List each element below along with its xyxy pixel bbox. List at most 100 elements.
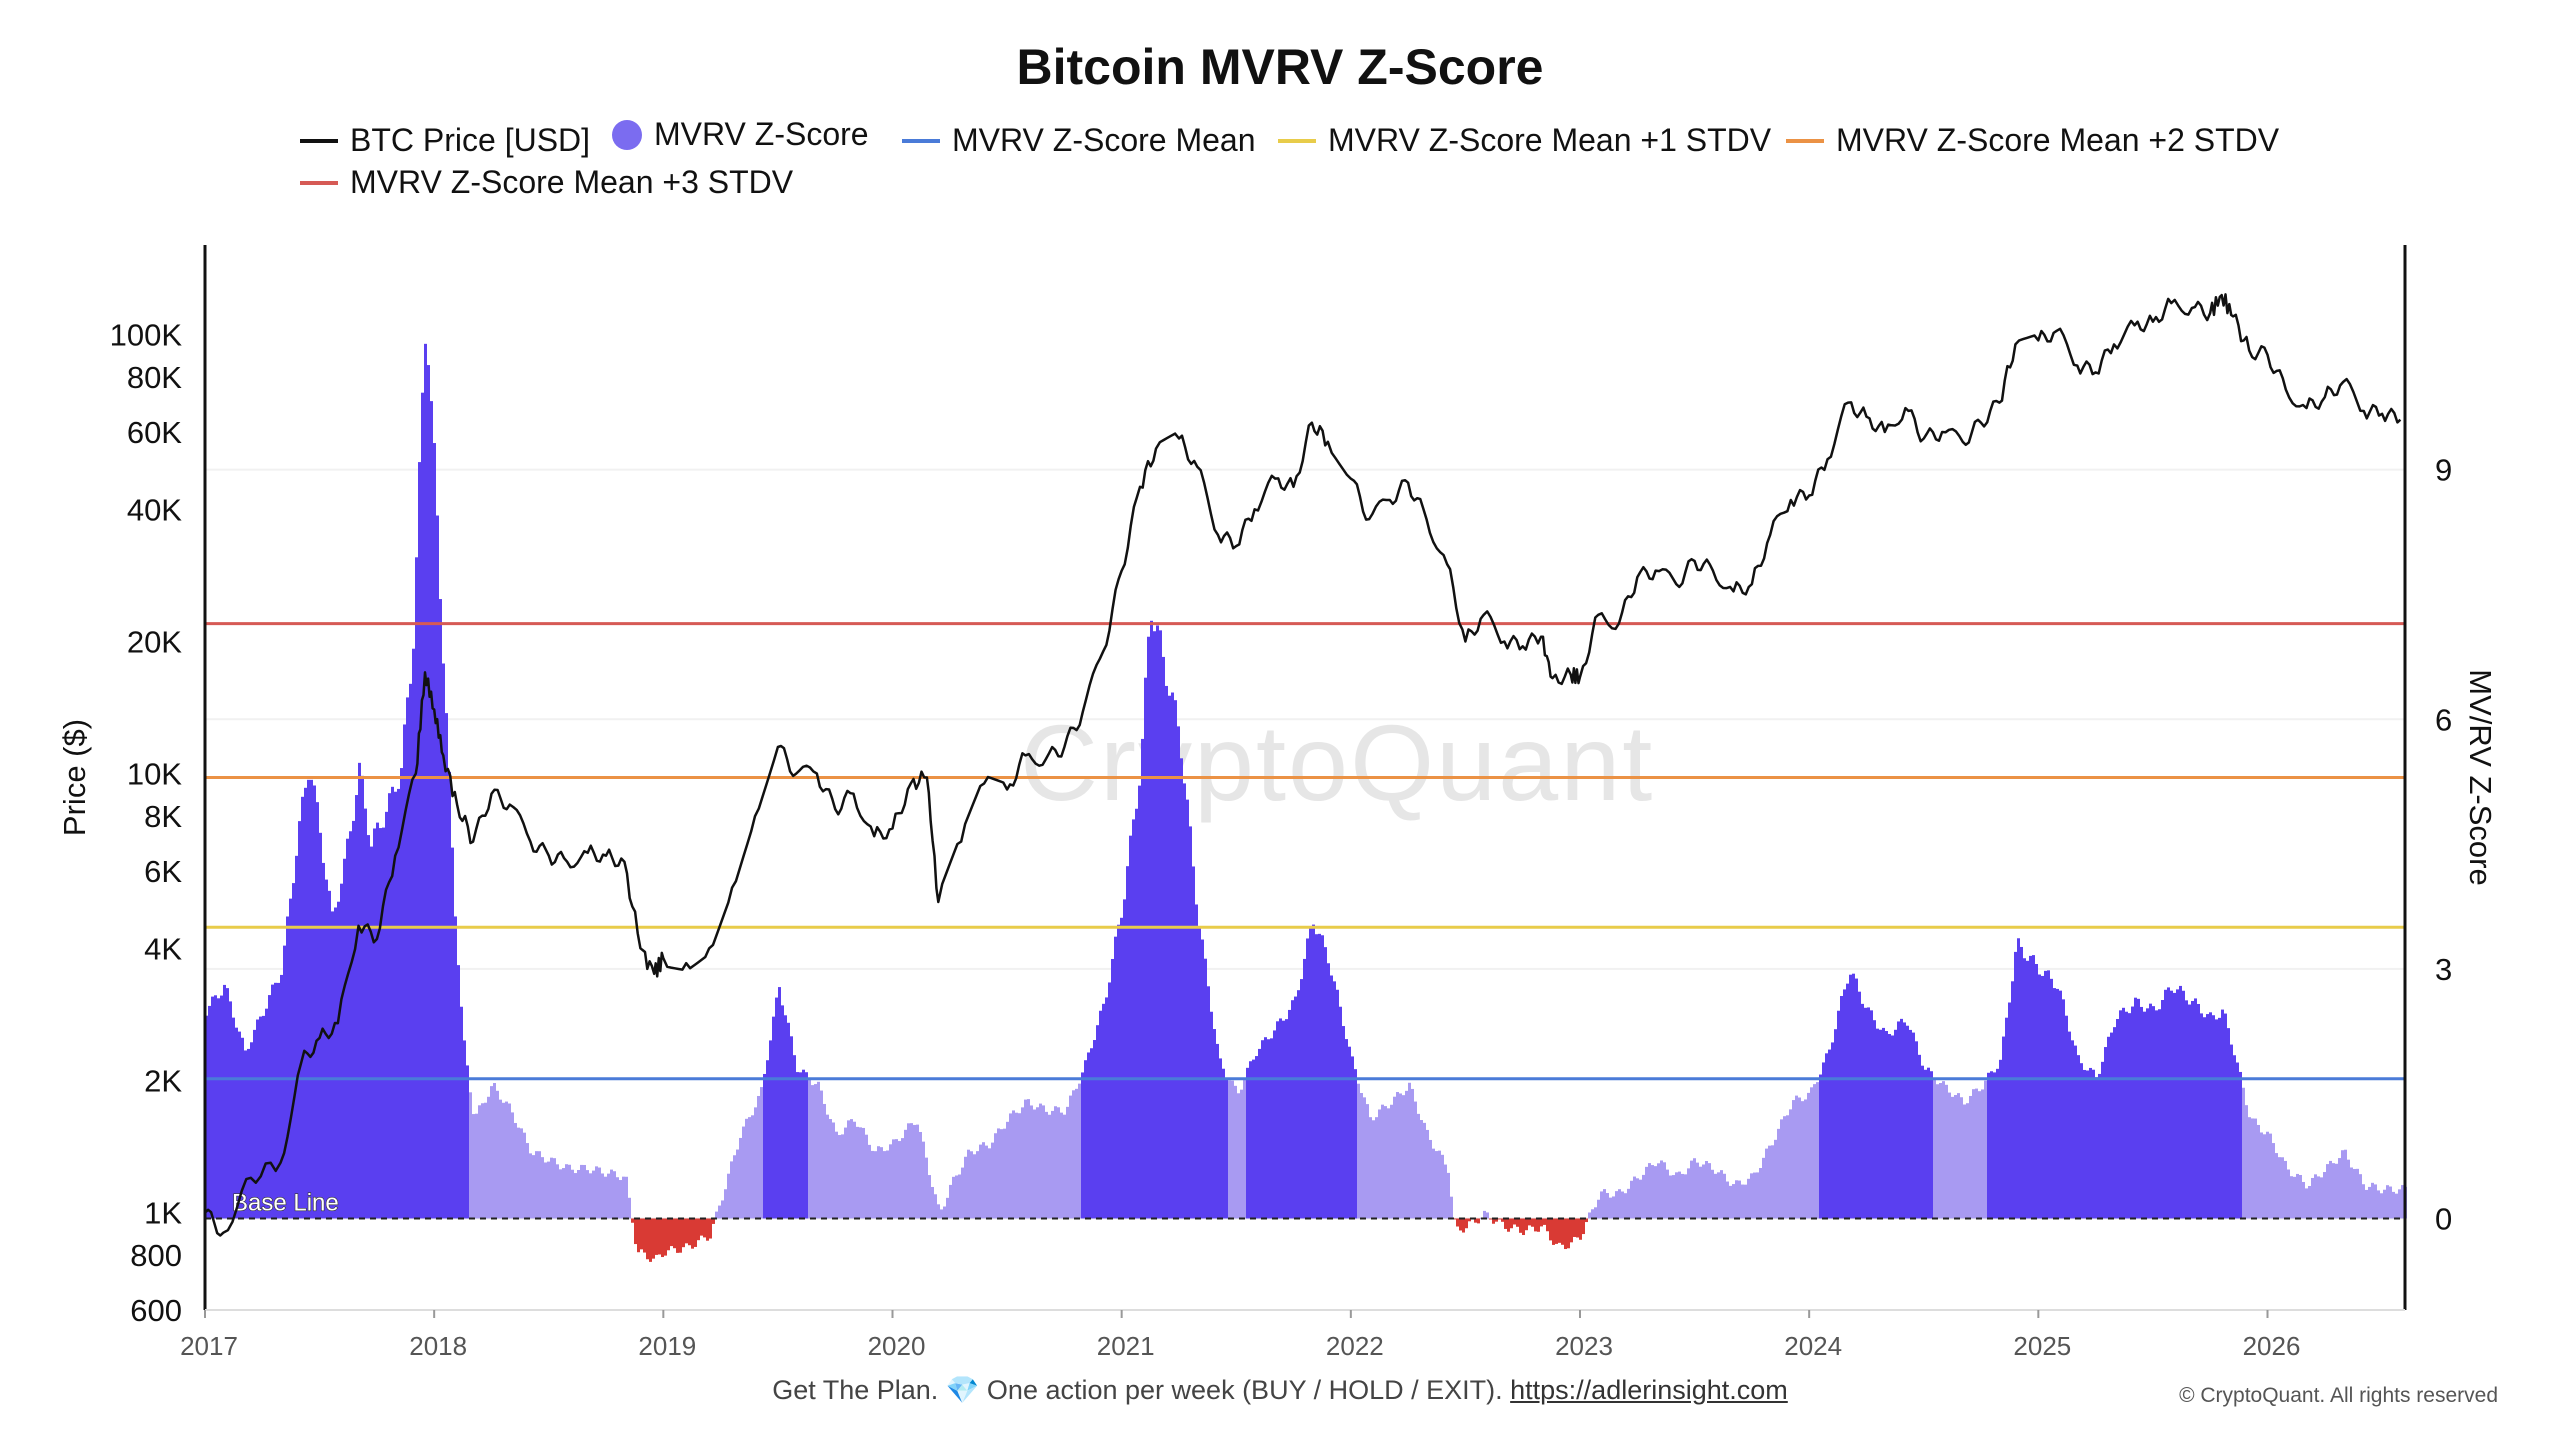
z-score-bar bbox=[1423, 1122, 1426, 1219]
z-score-bar bbox=[2164, 989, 2167, 1219]
z-score-bar bbox=[2140, 1006, 2143, 1219]
z-score-bar bbox=[2329, 1160, 2332, 1219]
z-score-bar bbox=[1786, 1115, 1789, 1219]
z-score-bar bbox=[1003, 1128, 1006, 1219]
z-score-bar bbox=[1192, 866, 1195, 1219]
legend-item-btc-price[interactable]: BTC Price [USD] bbox=[300, 122, 590, 159]
z-score-bar bbox=[1282, 1020, 1285, 1219]
z-score-bar bbox=[2173, 992, 2176, 1219]
z-score-bar bbox=[634, 1218, 637, 1245]
z-score-bar bbox=[418, 462, 421, 1219]
legend-item-mean-plus-1[interactable]: MVRV Z-Score Mean +1 STDV bbox=[1278, 122, 1771, 159]
z-score-bar bbox=[1597, 1199, 1600, 1219]
z-score-bar bbox=[1429, 1139, 1432, 1219]
z-score-bar bbox=[775, 997, 778, 1219]
z-score-bar bbox=[1969, 1095, 1972, 1219]
z-score-bar bbox=[1264, 1037, 1267, 1219]
z-score-bar bbox=[373, 828, 376, 1219]
z-score-bar bbox=[1741, 1184, 1744, 1219]
z-score-bar bbox=[496, 1090, 499, 1219]
z-score-bar bbox=[2326, 1164, 2329, 1219]
z-score-bar bbox=[1756, 1172, 1759, 1219]
z-score-bar bbox=[979, 1144, 982, 1219]
z-score-bar bbox=[796, 1072, 799, 1219]
z-score-bar bbox=[1879, 1029, 1882, 1219]
z-score-bar bbox=[1528, 1218, 1531, 1226]
z-score-bar bbox=[955, 1175, 958, 1219]
z-score-bar bbox=[2026, 960, 2029, 1219]
z-score-bar bbox=[436, 515, 439, 1219]
z-score-bar bbox=[1870, 1010, 1873, 1219]
z-score-bar bbox=[2308, 1185, 2311, 1219]
footer-link[interactable]: https://adlerinsight.com bbox=[1510, 1375, 1788, 1405]
z-score-bar bbox=[478, 1105, 481, 1219]
z-score-bar bbox=[685, 1218, 688, 1244]
z-score-bar bbox=[1699, 1166, 1702, 1219]
z-score-bar bbox=[2059, 990, 2062, 1219]
z-score-bar bbox=[1534, 1218, 1537, 1232]
z-score-bar bbox=[781, 1005, 784, 1219]
z-score-bar bbox=[424, 343, 427, 1219]
z-score-bar bbox=[2050, 978, 2053, 1219]
z-score-bar bbox=[2080, 1063, 2083, 1219]
z-score-bar bbox=[1567, 1218, 1570, 1249]
legend-label: MVRV Z-Score Mean bbox=[952, 122, 1256, 158]
z-score-bar bbox=[1054, 1106, 1057, 1219]
z-score-bar bbox=[1696, 1162, 1699, 1219]
z-score-bar bbox=[1981, 1089, 1984, 1219]
z-score-bar bbox=[1162, 656, 1165, 1219]
z-score-bar bbox=[778, 987, 781, 1219]
z-score-bar bbox=[790, 1036, 793, 1219]
z-score-bar bbox=[895, 1139, 898, 1219]
z-score-bar bbox=[259, 1016, 262, 1219]
z-score-bar bbox=[556, 1164, 559, 1219]
legend-item-mean-plus-2[interactable]: MVRV Z-Score Mean +2 STDV bbox=[1786, 122, 2279, 159]
z-score-bar bbox=[1321, 935, 1324, 1219]
z-score-bar bbox=[868, 1144, 871, 1219]
z-score-bar bbox=[1918, 1054, 1921, 1219]
legend-item-mean[interactable]: MVRV Z-Score Mean bbox=[902, 122, 1256, 159]
z-score-bar bbox=[1516, 1218, 1519, 1227]
footer: Get The Plan. 💎 One action per week (BUY… bbox=[0, 1374, 2560, 1406]
z-score-bar bbox=[583, 1164, 586, 1219]
z-score-bar bbox=[247, 1048, 250, 1219]
z-score-bar bbox=[1555, 1218, 1558, 1244]
z-score-bar bbox=[865, 1134, 868, 1219]
z-score-bar bbox=[2008, 1002, 2011, 1219]
z-score-bar bbox=[931, 1186, 934, 1219]
z-score-bar bbox=[1582, 1218, 1585, 1235]
z-score-bar bbox=[1720, 1170, 1723, 1219]
z-score-bar bbox=[1735, 1180, 1738, 1219]
z-score-bar bbox=[1972, 1089, 1975, 1219]
z-score-bar bbox=[1654, 1166, 1657, 1219]
z-score-bar bbox=[1342, 1026, 1345, 1219]
z-score-bar bbox=[1987, 1072, 1990, 1219]
z-score-bar bbox=[283, 945, 286, 1219]
z-score-bar bbox=[1912, 1032, 1915, 1219]
z-score-bar bbox=[1078, 1083, 1081, 1219]
z-score-bar bbox=[2320, 1177, 2323, 1219]
z-score-bar bbox=[1213, 1029, 1216, 1219]
z-score-bar bbox=[658, 1218, 661, 1255]
z-score-bar bbox=[592, 1170, 595, 1219]
z-score-bar bbox=[1243, 1079, 1246, 1219]
z-score-bar bbox=[2227, 1028, 2230, 1219]
z-score-bar bbox=[2347, 1159, 2350, 1219]
z-score-bar bbox=[1204, 958, 1207, 1219]
legend-item-mean-plus-3[interactable]: MVRV Z-Score Mean +3 STDV bbox=[300, 164, 793, 201]
z-score-bar bbox=[1651, 1165, 1654, 1219]
z-score-bar bbox=[1027, 1099, 1030, 1219]
z-score-bar bbox=[1177, 726, 1180, 1219]
z-score-bar bbox=[1174, 700, 1177, 1219]
z-score-bar bbox=[1657, 1163, 1660, 1219]
legend-item-mvrv-z-score[interactable]: MVRV Z-Score bbox=[612, 116, 869, 153]
y-left-tick-label: 1K bbox=[144, 1196, 182, 1231]
z-score-bar bbox=[2335, 1163, 2338, 1219]
z-score-bar bbox=[2161, 1000, 2164, 1219]
y-left-tick-label: 600 bbox=[130, 1293, 182, 1328]
z-score-bar bbox=[892, 1139, 895, 1219]
y-left-tick-label: 80K bbox=[127, 360, 182, 395]
z-score-bar bbox=[1900, 1018, 1903, 1219]
legend-swatch-mean bbox=[902, 138, 940, 143]
